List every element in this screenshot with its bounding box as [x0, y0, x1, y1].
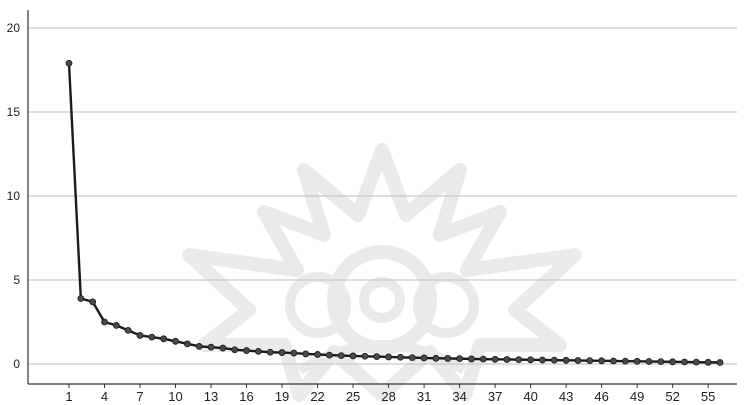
x-tick-label-46: 46 — [594, 389, 608, 404]
data-point-42 — [550, 356, 558, 364]
x-tick-label-28: 28 — [381, 389, 395, 404]
data-point-18 — [266, 348, 274, 356]
y-axis-ticks: 0 5 10 15 20 — [7, 21, 21, 371]
data-point-39 — [515, 356, 523, 364]
x-tick-label-40: 40 — [523, 389, 537, 404]
data-point-11 — [183, 340, 191, 348]
data-point-16 — [243, 347, 250, 354]
data-point-7 — [136, 332, 144, 339]
data-point-15 — [231, 346, 239, 354]
data-point-31 — [420, 354, 428, 362]
y-tick-label-15: 15 — [7, 105, 21, 119]
data-point-44 — [574, 357, 582, 364]
data-point-9 — [160, 335, 168, 343]
x-tick-label-25: 25 — [346, 389, 360, 404]
data-point-48 — [621, 357, 629, 365]
data-point-33 — [444, 355, 452, 362]
x-tick-label-10: 10 — [168, 389, 182, 404]
data-point-29 — [397, 353, 404, 361]
data-point-25 — [349, 352, 357, 360]
x-tick-label-1: 1 — [65, 389, 72, 404]
data-point-53 — [681, 358, 688, 366]
data-point-56 — [716, 359, 724, 366]
data-point-32 — [432, 354, 440, 362]
x-tick-label-13: 13 — [204, 389, 218, 404]
x-tick-label-49: 49 — [630, 389, 644, 404]
data-point-28 — [385, 353, 392, 361]
data-point-8 — [148, 333, 156, 341]
y-tick-label-0: 0 — [13, 357, 20, 371]
data-point-45 — [586, 357, 594, 365]
data-point-3 — [89, 298, 97, 306]
data-point-52 — [669, 358, 677, 366]
y-tick-label-10: 10 — [7, 189, 21, 203]
x-tick-label-22: 22 — [310, 389, 324, 404]
data-point-4 — [101, 318, 108, 326]
data-point-6 — [124, 326, 132, 334]
data-point-51 — [657, 358, 665, 366]
data-point-55 — [704, 358, 712, 366]
data-point-47 — [610, 357, 617, 365]
x-tick-label-16: 16 — [239, 389, 253, 404]
data-point-19 — [278, 349, 286, 356]
data-point-34 — [456, 355, 464, 363]
watermark-logo — [182, 143, 582, 402]
x-axis-ticks: 1 4 7 10 13 16 19 22 25 28 31 34 37 40 43 46 49 52 55 — [65, 384, 715, 404]
data-point-30 — [408, 354, 416, 362]
data-point-46 — [598, 357, 606, 365]
x-tick-label-4: 4 — [101, 389, 108, 404]
data-point-1 — [65, 59, 73, 67]
data-point-22 — [314, 351, 321, 358]
data-point-26 — [361, 352, 369, 360]
x-tick-label-34: 34 — [452, 389, 466, 404]
y-tick-label-20: 20 — [7, 21, 21, 35]
data-point-17 — [254, 347, 262, 355]
x-tick-label-43: 43 — [559, 389, 573, 404]
x-tick-label-52: 52 — [665, 389, 679, 404]
x-tick-label-19: 19 — [275, 389, 289, 404]
data-point-20 — [290, 349, 298, 357]
data-point-41 — [539, 356, 546, 364]
data-point-12 — [195, 342, 203, 350]
data-point-35 — [468, 355, 475, 363]
data-point-43 — [562, 356, 570, 364]
data-point-21 — [302, 350, 310, 358]
data-point-54 — [692, 358, 700, 366]
series-layer — [65, 59, 724, 366]
y-tick-label-5: 5 — [13, 273, 20, 287]
data-point-2 — [77, 295, 85, 302]
data-point-38 — [503, 356, 511, 363]
x-tick-label-31: 31 — [417, 389, 431, 404]
axes — [27, 10, 737, 385]
data-point-37 — [491, 355, 499, 363]
data-point-49 — [633, 357, 641, 365]
data-point-5 — [112, 321, 120, 329]
data-point-13 — [207, 343, 215, 351]
data-point-10 — [172, 337, 179, 345]
x-tick-label-37: 37 — [488, 389, 502, 404]
data-point-50 — [645, 358, 653, 365]
x-tick-label-55: 55 — [701, 389, 715, 404]
data-point-24 — [337, 352, 345, 360]
grid-lines — [28, 27, 737, 365]
data-point-40 — [527, 356, 535, 364]
data-point-27 — [373, 353, 381, 361]
data-point-23 — [325, 351, 333, 359]
data-point-36 — [479, 355, 487, 363]
x-tick-label-7: 7 — [136, 389, 143, 404]
data-point-14 — [219, 344, 227, 352]
